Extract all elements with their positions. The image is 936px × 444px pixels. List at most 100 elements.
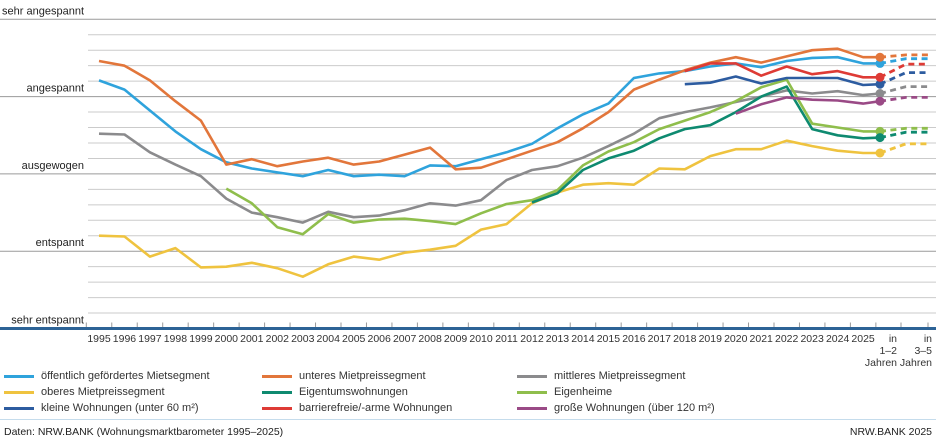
x-axis-year-label: 2021 [750, 333, 774, 345]
data-source-note: Daten: NRW.BANK (Wohnungsmarktbarometer … [4, 426, 284, 438]
x-axis-year-label: 2012 [520, 333, 544, 345]
forecast-dot-kleine [875, 79, 885, 89]
forecast-dot-grosse [875, 96, 885, 106]
x-axis-year-label: 2019 [699, 333, 723, 345]
x-axis-year-label: 2018 [673, 333, 697, 345]
x-axis-year-label: 2005 [342, 333, 366, 345]
x-axis-year-label: 2008 [418, 333, 442, 345]
forecast-dashed-line-eigentumswohnungen [879, 130, 928, 139]
legend-item-oberes: oberes Mietpreissegment [4, 385, 165, 400]
y-axis-label: sehr entspannt [11, 315, 84, 327]
x-axis-year-label: 2009 [444, 333, 468, 345]
legend-item-mittleres: mittleres Mietpreissegment [517, 369, 685, 384]
x-axis-year-label: 2015 [597, 333, 621, 345]
legend-swatch-kleine [4, 407, 34, 410]
legend-label-eigentumswohnungen: Eigentumswohnungen [299, 386, 408, 398]
y-axis-label: sehr angespannt [2, 5, 84, 17]
legend-swatch-grosse [517, 407, 547, 410]
series-line-barrierefreie [684, 62, 880, 79]
y-axis-label: angespannt [27, 83, 85, 95]
x-axis-year-label: 2022 [775, 333, 799, 345]
legend-label-unteres: unteres Mietpreissegment [299, 370, 426, 382]
legend-label-grosse: große Wohnungen (über 120 m²) [554, 402, 715, 414]
legend-item-eigenheime: Eigenheime [517, 385, 612, 400]
series-line-unteres [98, 47, 880, 171]
y-axis-label: ausgewogen [22, 160, 84, 172]
series-line-oberes [98, 139, 880, 279]
x-axis-year-label: 1996 [113, 333, 137, 345]
legend-label-eigenheime: Eigenheime [554, 386, 613, 398]
legend-swatch-mittleres [517, 375, 547, 378]
forecast-dot-barrierefreie [875, 72, 885, 82]
x-axis-year-label: 2007 [393, 333, 417, 345]
legend-swatch-barrierefreie [262, 407, 292, 410]
series-line-eigenheime [225, 78, 880, 236]
x-axis-year-label: 1995 [87, 333, 111, 345]
x-axis-year-label: 2023 [800, 333, 824, 345]
series-line-kleine [684, 75, 881, 87]
x-axis-year-label: 2014 [571, 333, 595, 345]
chart-footer: Daten: NRW.BANK (Wohnungsmarktbarometer … [0, 419, 936, 438]
x-axis-forecast-label: Jahren [900, 357, 932, 369]
legend-label-mittleres: mittleres Mietpreissegment [554, 370, 686, 382]
x-axis-forecast-label: in [889, 333, 897, 345]
legend-item-barrierefreie: barrierefreie/-arme Wohnungen [262, 401, 452, 416]
legend-item-grosse: große Wohnungen (über 120 m²) [517, 401, 715, 416]
x-axis-year-label: 2013 [546, 333, 570, 345]
x-axis-forecast-label: in [924, 333, 932, 345]
forecast-dashed-line-unteres [879, 53, 928, 59]
legend-item-unteres: unteres Mietpreissegment [262, 369, 426, 384]
series-line-mittleres [98, 89, 881, 224]
x-axis-year-label: 2010 [469, 333, 493, 345]
x-axis-forecast-label: 3–5 [914, 345, 932, 357]
x-axis-year-label: 2020 [724, 333, 748, 345]
legend-swatch-unteres [262, 375, 292, 378]
legend-swatch-eigentumswohnungen [262, 391, 292, 394]
footer-divider [0, 419, 936, 420]
forecast-dashed-line-oberes [879, 142, 928, 155]
x-axis-year-label: 2001 [240, 333, 264, 345]
legend-swatch-oeffentlich [4, 375, 34, 378]
forecast-dashed-line-grosse [879, 96, 928, 103]
x-axis-year-label: 1999 [189, 333, 213, 345]
x-axis-year-label: 2017 [648, 333, 672, 345]
x-axis-forecast-label: 1–2 [879, 345, 897, 357]
forecast-dot-oberes [875, 148, 885, 158]
x-axis-year-label: 2024 [826, 333, 850, 345]
legend-label-barrierefreie: barrierefreie/-arme Wohnungen [299, 402, 453, 414]
x-axis-year-label: 2006 [367, 333, 391, 345]
x-axis-year-label: 2025 [851, 333, 875, 345]
legend-swatch-oberes [4, 391, 34, 394]
forecast-dot-oeffentlich [875, 58, 885, 68]
publisher-note: NRW.BANK 2025 [849, 426, 932, 438]
forecast-dashed-line-oeffentlich [879, 57, 928, 65]
x-axis-year-label: 2016 [622, 333, 646, 345]
legend-label-oberes: oberes Mietpreissegment [41, 386, 165, 398]
x-axis-year-label: 1997 [138, 333, 162, 345]
chart-legend: öffentlich gefördertes Mietsegment untere… [0, 364, 936, 416]
y-axis-label: entspannt [36, 237, 84, 249]
legend-label-kleine: kleine Wohnungen (unter 60 m²) [41, 402, 199, 414]
series-line-grosse [735, 96, 881, 115]
forecast-dashed-line-kleine [879, 71, 928, 86]
line-chart: sehr angespannt angespannt ausgewogen entsp… [0, 5, 936, 369]
x-axis-year-label: 2011 [495, 333, 518, 345]
legend-label-oeffentlich: öffentlich gefördertes Mietsegment [41, 370, 210, 382]
x-axis-year-label: 2003 [291, 333, 315, 345]
forecast-dashed-line-barrierefreie [879, 62, 928, 79]
x-axis-forecast-label: Jahren [865, 357, 897, 369]
legend-item-kleine: kleine Wohnungen (unter 60 m²) [4, 401, 199, 416]
legend-item-eigentumswohnungen: Eigentumswohnungen [262, 385, 408, 400]
legend-swatch-eigenheime [517, 391, 547, 394]
x-axis-year-label: 2000 [215, 333, 239, 345]
forecast-dot-eigenheime [875, 126, 885, 136]
forecast-dot-mittleres [875, 89, 885, 98]
forecast-dashed-line-eigenheime [879, 126, 928, 133]
forecast-dashed-line-mittleres [879, 85, 928, 95]
forecast-dot-eigentumswohnungen [875, 133, 885, 143]
x-axis-year-label: 2002 [266, 333, 290, 345]
forecast-dot-unteres [875, 52, 885, 62]
legend-item-oeffentlich: öffentlich gefördertes Mietsegment [4, 369, 210, 384]
x-axis-year-label: 2004 [317, 333, 341, 345]
